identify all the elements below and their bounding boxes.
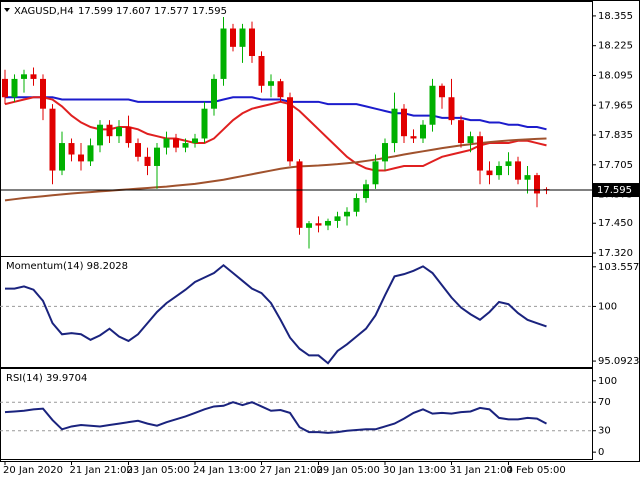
candle-body [49, 108, 56, 171]
ohlc-value: 17.595 [192, 6, 227, 17]
candle-body [192, 138, 198, 144]
menu-arrow[interactable] [4, 8, 10, 12]
candle-body [68, 143, 75, 155]
candle-body [287, 97, 293, 162]
candle-body [477, 136, 483, 171]
indicator-title: Momentum(14) 98.2028 [6, 261, 128, 272]
candle-body [515, 161, 521, 180]
y-tick-label: 18.225 [598, 41, 633, 52]
candle-body [97, 124, 103, 146]
candle-body [173, 138, 179, 148]
candle-body [211, 78, 217, 109]
candle-body [448, 97, 455, 121]
candle-body [410, 136, 417, 139]
price-label: 17.595 [597, 185, 632, 196]
y-tick-label: 100 [598, 376, 617, 387]
indicator-title: RSI(14) 39.9704 [6, 373, 87, 384]
candle-body [277, 81, 284, 98]
candle-body [78, 154, 84, 162]
candle-body [125, 127, 132, 144]
y-tick-label: 17.320 [598, 248, 633, 259]
moving-average [4, 96, 547, 172]
candle-body [334, 216, 341, 221]
candle-body [401, 108, 407, 137]
x-tick-label: 30 Jan 13:00 [383, 465, 446, 476]
candle-body [220, 28, 227, 79]
y-tick-label: 17.705 [598, 160, 633, 171]
ohlc-value: 17.607 [116, 6, 151, 17]
candle-body [382, 143, 388, 162]
candle-body [467, 136, 474, 144]
candle-body [135, 143, 141, 157]
price-label-box [593, 183, 639, 198]
moving-average [5, 96, 547, 131]
y-tick-label: 17.965 [598, 100, 633, 111]
candle-body [59, 143, 65, 171]
y-tick-label: 30 [598, 426, 611, 437]
candle-body [439, 85, 445, 98]
ohlc-value: 17.599 [78, 6, 113, 17]
candle-body [353, 198, 360, 212]
x-tick-label: 27 Jan 21:00 [260, 465, 323, 476]
candle-body [315, 223, 322, 226]
x-tick-label: 29 Jan 05:00 [317, 465, 380, 476]
candle-body [21, 74, 27, 79]
candle-body [268, 81, 274, 86]
x-tick-label: 4 Feb 05:00 [507, 465, 566, 476]
y-tick-label: 100 [598, 301, 617, 312]
candle-body [11, 78, 18, 98]
candle-body [116, 127, 122, 137]
indicator-line [4, 401, 547, 434]
y-tick-label: 95.0923 [598, 356, 639, 367]
candle-body [496, 165, 502, 176]
candle-body [306, 223, 312, 228]
x-tick-label: 23 Jan 05:00 [127, 465, 190, 476]
candle-body [106, 124, 113, 137]
y-tick-label: 0 [598, 447, 604, 458]
candle-body [2, 78, 8, 98]
ohlc-value: 17.577 [154, 6, 189, 17]
candle-body [230, 28, 236, 47]
candle-body [163, 138, 170, 148]
candle-body [458, 120, 464, 144]
candle-body [40, 78, 46, 109]
candle-body [239, 28, 246, 47]
y-tick-label: 103.5577 [598, 262, 640, 273]
y-tick-label: 17.835 [598, 130, 633, 141]
x-tick-label: 31 Jan 21:00 [450, 465, 513, 476]
candle-body [534, 175, 540, 194]
symbol: XAGUSD,H4 [14, 6, 74, 17]
candle-body [201, 108, 208, 139]
y-tick-label: 18.355 [598, 11, 633, 22]
candle-body [30, 74, 37, 79]
candle-body [154, 147, 160, 166]
candle-body [144, 156, 151, 166]
x-tick-label: 21 Jan 21:00 [70, 465, 133, 476]
candle-body [325, 220, 331, 226]
candle-body [182, 143, 189, 148]
candle-body [524, 175, 531, 180]
candle-body [372, 161, 379, 185]
indicator-line [5, 263, 547, 365]
candle-body [420, 124, 426, 139]
candle-body [87, 145, 94, 162]
y-tick-label: 17.450 [598, 218, 633, 229]
candle-body [344, 211, 350, 217]
y-tick-label: 18.095 [598, 70, 633, 81]
candle-body [363, 184, 369, 199]
moving-average [4, 137, 547, 202]
candle-body [258, 56, 265, 86]
candle-body [391, 108, 398, 144]
candle-body [486, 170, 493, 176]
x-tick-label: 20 Jan 2020 [3, 465, 63, 476]
y-tick-label: 70 [598, 397, 611, 408]
x-tick-label: 24 Jan 13:00 [193, 465, 256, 476]
candle-body [505, 161, 512, 166]
candle-body [249, 28, 255, 57]
candle-body [296, 161, 303, 228]
candle-body [429, 85, 436, 125]
